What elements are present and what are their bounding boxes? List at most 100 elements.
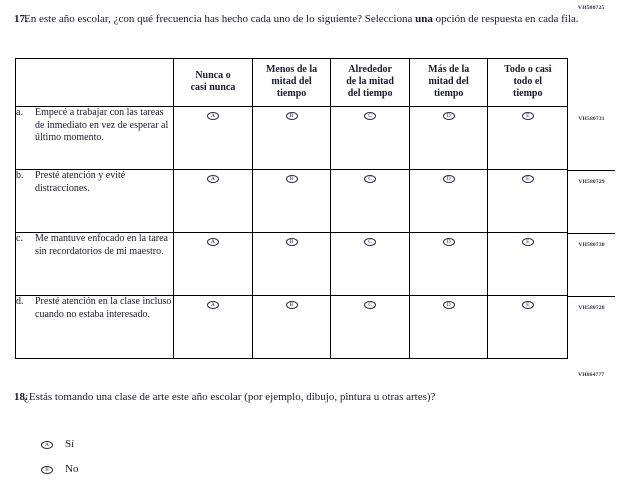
bubble-cell-a-2[interactable]: B xyxy=(251,106,332,170)
bubble-cell-d-1[interactable]: A xyxy=(173,295,253,359)
option-bubble-icon[interactable]: B xyxy=(285,238,298,247)
header-line: Más de la xyxy=(428,64,470,76)
option-bubble-icon[interactable]: E xyxy=(521,238,534,247)
option-bubble-wrap: B xyxy=(41,461,65,479)
option-bubble-icon[interactable]: D xyxy=(442,238,455,247)
matrix-header-code xyxy=(567,58,615,107)
question-17-stem: 17. En este año escolar, ¿con qué frecue… xyxy=(0,12,600,27)
question-18-number: 18. xyxy=(14,391,28,403)
option-bubble-icon[interactable]: B xyxy=(285,301,298,310)
option-bubble-icon[interactable]: B xyxy=(285,175,298,184)
question-18-text: ¿Estás tomando una clase de arte este añ… xyxy=(24,391,436,403)
matrix-row-label-b: b. Presté atención y evité distracciones… xyxy=(14,169,175,233)
bubble-cell-c-5[interactable]: E xyxy=(487,232,569,296)
bubble-cell-b-1[interactable]: A xyxy=(173,169,253,233)
row-statement: Me mantuve enfocado en la tarea sin reco… xyxy=(35,233,168,257)
question-17-text-part1: En este año escolar, ¿con qué frecuencia… xyxy=(24,13,416,25)
question-18-stem: 18. ¿Estás tomando una clase de arte est… xyxy=(0,390,600,405)
bubble-cell-b-3[interactable]: C xyxy=(330,169,410,233)
matrix-header-less-half: Menos de la mitad del tiempo xyxy=(251,58,332,107)
matrix-row-label-a: a. Empecé a trabajar con las tareas de i… xyxy=(14,106,175,170)
option-bubble-icon[interactable]: E xyxy=(521,112,534,121)
header-line: Alrededor xyxy=(348,64,392,76)
matrix-row-code-b: VH580729 xyxy=(567,169,616,233)
option-bubble-icon[interactable]: D xyxy=(442,301,455,310)
matrix-header-blank xyxy=(14,58,175,107)
bubble-cell-b-4[interactable]: D xyxy=(408,169,489,233)
item-code-q17: VH580725 xyxy=(578,5,605,11)
question-18-options: A Sí B No xyxy=(0,432,300,482)
header-line: tiempo xyxy=(276,87,307,99)
row-statement: Empecé a trabajar con las tareas de inme… xyxy=(35,107,169,144)
matrix-header-never: Nunca o casi nunca xyxy=(173,58,253,107)
bubble-cell-d-3[interactable]: C xyxy=(330,295,410,359)
item-code: VH580730 xyxy=(578,241,605,248)
option-bubble-icon[interactable]: C xyxy=(364,175,377,184)
matrix-header-all-time: Todo o casi todo el tiempo xyxy=(487,58,569,107)
bubble-cell-a-4[interactable]: D xyxy=(408,106,489,170)
header-line: todo el xyxy=(513,76,543,88)
option-bubble-icon[interactable]: B xyxy=(285,112,298,121)
header-line: tiempo xyxy=(513,87,543,99)
option-bubble-icon[interactable]: D xyxy=(442,112,455,121)
row-letter: b. xyxy=(16,170,24,181)
matrix-header-about-half: Alrededor de la mitad del tiempo xyxy=(330,58,410,107)
table-row: d. Presté atención en la clase incluso c… xyxy=(14,295,616,359)
table-row: a. Empecé a trabajar con las tareas de i… xyxy=(14,106,615,170)
option-bubble-icon[interactable]: E xyxy=(521,175,534,184)
option-label-si: Sí xyxy=(65,437,75,450)
option-bubble-icon[interactable]: A xyxy=(206,238,219,247)
bubble-cell-a-5[interactable]: E xyxy=(487,106,569,170)
option-bubble-icon[interactable]: E xyxy=(521,301,534,310)
option-bubble-icon[interactable]: C xyxy=(364,112,377,121)
option-bubble-icon[interactable]: A xyxy=(206,175,219,184)
header-line: casi nunca xyxy=(190,82,236,93)
bubble-cell-a-3[interactable]: C xyxy=(330,106,410,170)
option-bubble-icon[interactable]: D xyxy=(442,175,455,184)
bubble-cell-d-5[interactable]: E xyxy=(487,295,569,359)
question-17-text-part2: opción de respuesta en cada fila. xyxy=(432,13,579,25)
table-row: b. Presté atención y evité distracciones… xyxy=(14,169,616,233)
matrix-header-more-half: Más de la mitad del tiempo xyxy=(408,58,489,107)
question-17-text-bold: una xyxy=(415,13,433,25)
bubble-cell-c-2[interactable]: B xyxy=(251,232,332,296)
option-label-no: No xyxy=(65,462,79,475)
question-17-number: 17. xyxy=(14,13,28,25)
bubble-cell-b-5[interactable]: E xyxy=(487,169,569,233)
header-line: Nunca o xyxy=(195,70,231,82)
header-line: del tiempo xyxy=(347,87,393,99)
bubble-cell-c-3[interactable]: C xyxy=(330,232,410,296)
bubble-cell-c-1[interactable]: A xyxy=(173,232,253,296)
option-bubble-icon[interactable]: C xyxy=(364,238,377,247)
option-row-no[interactable]: B No xyxy=(0,457,300,482)
matrix-row-label-d: d. Presté atención en la clase incluso c… xyxy=(14,295,175,359)
option-row-si[interactable]: A Sí xyxy=(0,432,300,457)
item-code: VH580731 xyxy=(578,115,605,122)
bubble-cell-a-1[interactable]: A xyxy=(173,106,253,170)
row-letter: a. xyxy=(16,107,23,118)
row-letter: d. xyxy=(16,296,24,307)
option-bubble-icon[interactable]: A xyxy=(41,440,53,449)
option-bubble-icon[interactable]: B xyxy=(41,465,53,474)
header-line: Todo o casi xyxy=(504,64,552,76)
item-code: VH580728 xyxy=(578,304,605,311)
table-row: c. Me mantuve enfocado en la tarea sin r… xyxy=(14,232,616,296)
row-letter: c. xyxy=(16,233,23,244)
question-17-matrix: Nunca o casi nunca Menos de la mitad del… xyxy=(14,58,616,359)
item-code-q18: VH864777 xyxy=(578,372,605,378)
option-bubble-icon[interactable]: A xyxy=(206,112,219,121)
bubble-cell-d-4[interactable]: D xyxy=(408,295,489,359)
matrix-header: Nunca o casi nunca Menos de la mitad del… xyxy=(14,58,615,107)
bubble-cell-c-4[interactable]: D xyxy=(408,232,489,296)
bubble-cell-b-2[interactable]: B xyxy=(251,169,332,233)
option-bubble-icon[interactable]: C xyxy=(364,301,377,310)
option-bubble-icon[interactable]: A xyxy=(206,301,219,310)
bubble-cell-d-2[interactable]: B xyxy=(251,295,332,359)
row-statement: Presté atención y evité distracciones. xyxy=(35,170,126,194)
header-line: tiempo xyxy=(433,87,464,99)
matrix-body: a. Empecé a trabajar con las tareas de i… xyxy=(14,106,616,359)
header-line: Menos de la xyxy=(265,64,318,76)
matrix-header-row: Nunca o casi nunca Menos de la mitad del… xyxy=(14,58,615,107)
item-code: VH580729 xyxy=(578,178,605,185)
